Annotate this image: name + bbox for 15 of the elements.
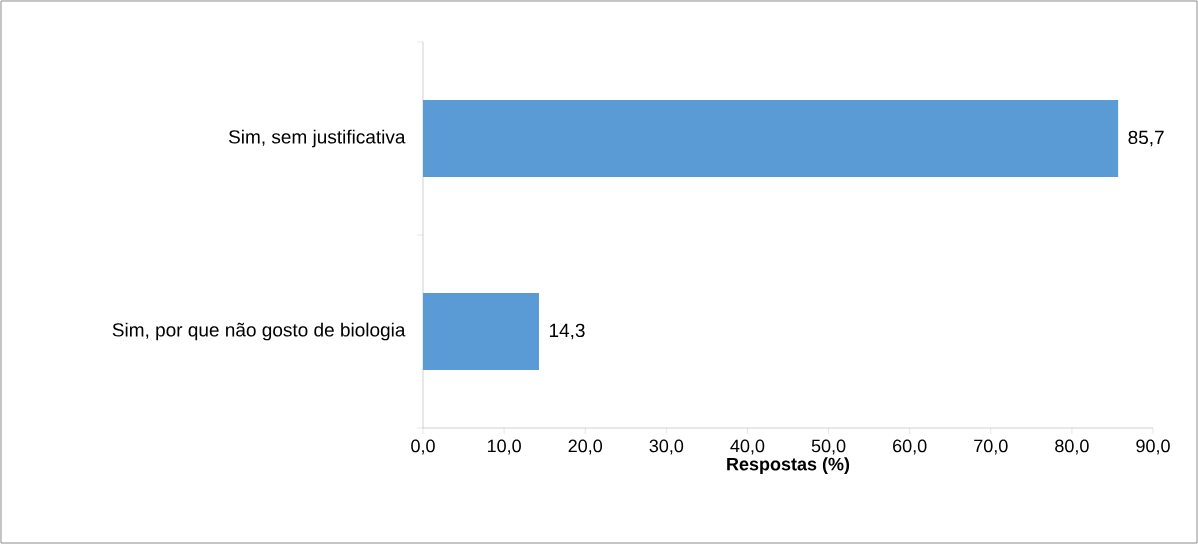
x-tick-label: 0,0 (411, 439, 435, 455)
y-tick-label: Sim, por que não gosto de biologia (112, 322, 406, 341)
x-tick-label: 60,0 (893, 439, 927, 455)
x-tick-label: 80,0 (1055, 439, 1089, 455)
x-tick-label: 50,0 (811, 439, 846, 455)
x-tick-label: 10,0 (487, 439, 521, 455)
x-tick-label: 40,0 (730, 439, 765, 455)
data-label: 14,3 (549, 323, 585, 340)
x-tick-label: 30,0 (649, 439, 684, 455)
data-label: 85,7 (1128, 130, 1164, 147)
x-axis-title: Respostas (%) (727, 457, 850, 475)
x-tick-label: 90,0 (1136, 439, 1170, 455)
x-tick-label: 20,0 (568, 439, 603, 455)
x-tick-label: 70,0 (974, 439, 1008, 455)
y-tick-label: Sim, sem justificativa (228, 129, 406, 148)
